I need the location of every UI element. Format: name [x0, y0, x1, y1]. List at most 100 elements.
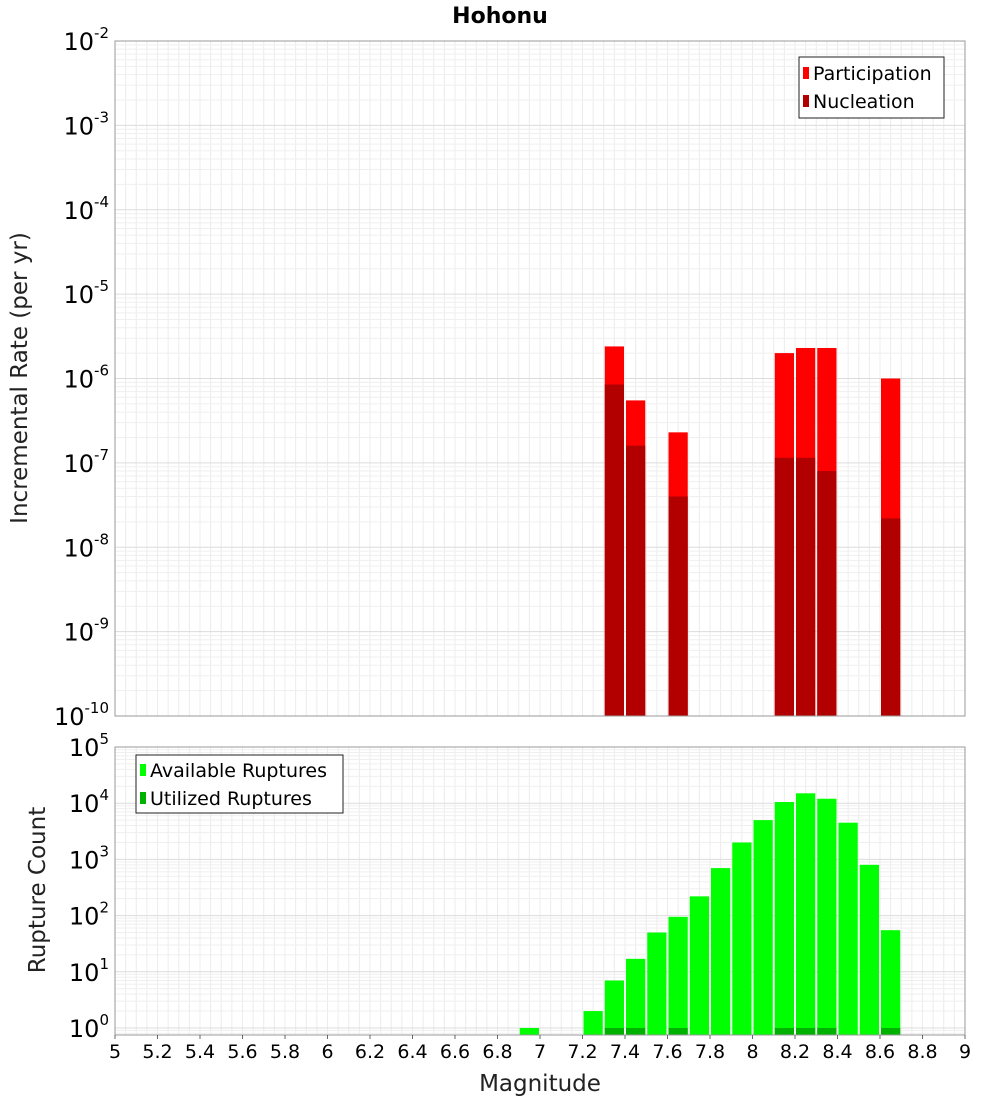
rate-ytick-exp: -7: [94, 446, 109, 464]
legend-label-available: Available Ruptures: [150, 760, 327, 782]
rate-ytick-exp: -9: [94, 615, 109, 633]
rate-ytick-exp: -8: [94, 530, 109, 548]
count-bar-available-ruptures: [604, 980, 624, 1035]
rate-ytick-exp: -6: [94, 362, 109, 380]
rate-plot-border: [114, 40, 966, 717]
count-bar-utilized-ruptures: [668, 1027, 688, 1035]
count-ytick-base: 10: [69, 846, 100, 874]
count-bar-utilized-ruptures: [774, 1027, 794, 1035]
rate-legend-box: [798, 56, 945, 119]
legend-label-participation: Participation: [813, 63, 932, 85]
legend-label-utilized: Utilized Ruptures: [150, 788, 312, 810]
count-ytick-base: 10: [69, 903, 100, 931]
x-tick-label: 6.6: [440, 1041, 470, 1063]
count-bar-available-ruptures: [732, 842, 752, 1035]
rate-bar-nucleation: [626, 445, 646, 716]
rate-bars: [604, 346, 901, 716]
x-tick-label: 9: [959, 1041, 971, 1063]
rate-yticks: 10-210-310-410-510-610-710-810-910-10: [54, 24, 109, 731]
count-bars: [519, 793, 901, 1035]
rate-ytick-base: 10: [63, 534, 94, 562]
legend-label-nucleation: Nucleation: [813, 91, 915, 113]
legend-swatch-utilized: [140, 792, 146, 804]
x-tick-label: 5.2: [142, 1041, 172, 1063]
rate-ytick-label: 10-9: [63, 615, 109, 647]
count-bar-available-ruptures: [668, 916, 688, 1035]
rate-ytick-base: 10: [63, 450, 94, 478]
rate-ytick-base: 10: [63, 366, 94, 394]
x-tick-label: 8.2: [780, 1041, 810, 1063]
x-tick-label: 6.4: [397, 1041, 427, 1063]
count-ytick-base: 10: [69, 959, 100, 987]
count-bar-available-ruptures: [711, 868, 731, 1035]
count-legend-box: [135, 754, 344, 814]
x-tick-label: 8.8: [907, 1041, 937, 1063]
count-bar-available-ruptures: [519, 1027, 539, 1035]
count-ytick-exp: 5: [99, 730, 109, 748]
x-tick-label: 5: [109, 1041, 121, 1063]
count-ytick-base: 10: [69, 1015, 100, 1043]
count-bar-utilized-ruptures: [626, 1027, 646, 1035]
rate-ytick-label: 10-10: [54, 699, 109, 731]
x-tick-label: 7.2: [567, 1041, 597, 1063]
count-ytick-base: 10: [69, 790, 100, 818]
rate-ytick-label: 10-5: [63, 277, 109, 309]
rate-ytick-exp: -3: [94, 108, 109, 126]
count-bar-available-ruptures: [626, 958, 646, 1035]
rate-bar-nucleation: [881, 518, 901, 716]
count-ytick-label: 101: [69, 955, 109, 987]
rate-ytick-exp: -10: [85, 699, 110, 717]
chart-title: Hohonu: [452, 4, 548, 29]
rate-ytick-base: 10: [63, 281, 94, 309]
count-bar-utilized-ruptures: [796, 1027, 816, 1035]
rate-bar-nucleation: [668, 496, 688, 716]
x-tick-label: 8.4: [822, 1041, 852, 1063]
count-bar-available-ruptures: [689, 896, 709, 1035]
rate-ytick-base: 10: [63, 197, 94, 225]
rate-panel: 10-210-310-410-510-610-710-810-910-10 In…: [7, 24, 966, 731]
rate-ytick-label: 10-4: [63, 193, 109, 225]
x-tick-label: 7: [534, 1041, 546, 1063]
rate-bar-nucleation: [774, 457, 794, 716]
count-bar-available-ruptures: [647, 932, 667, 1035]
rate-ytick-base: 10: [63, 112, 94, 140]
rate-grid: [114, 41, 966, 717]
rate-bar-nucleation: [796, 457, 816, 716]
count-ytick-label: 104: [69, 786, 109, 818]
legend-swatch-nucleation: [803, 95, 809, 107]
count-legend: Available Ruptures Utilized Ruptures: [135, 754, 344, 814]
legend-swatch-available: [140, 764, 146, 776]
rate-ytick-exp: -4: [94, 193, 109, 211]
count-bar-available-ruptures: [817, 798, 837, 1035]
count-ytick-exp: 2: [99, 899, 109, 917]
rate-y-axis-label: Incremental Rate (per yr): [7, 232, 33, 524]
rate-ytick-base: 10: [54, 703, 85, 731]
count-bar-utilized-ruptures: [881, 1027, 901, 1035]
rate-bar-nucleation: [604, 384, 624, 716]
count-ytick-exp: 1: [99, 955, 109, 973]
rate-ytick-label: 10-6: [63, 362, 109, 394]
count-xticks: 5 5.2 5.4 5.6 5.8 6 6.2 6.4 6.6 6.8 7 7.2 7.4 7.6 7.8 8…: [109, 1035, 971, 1063]
count-ytick-base: 10: [69, 734, 100, 762]
count-bar-available-ruptures: [881, 930, 901, 1035]
count-bar-available-ruptures: [859, 864, 879, 1035]
count-bar-available-ruptures: [583, 1011, 603, 1035]
count-bar-available-ruptures: [753, 820, 773, 1035]
count-bar-available-ruptures: [796, 793, 816, 1035]
x-axis-label: Magnitude: [479, 1071, 601, 1097]
x-tick-label: 5.8: [270, 1041, 300, 1063]
x-tick-label: 7.6: [652, 1041, 682, 1063]
legend-swatch-participation: [803, 67, 809, 79]
rate-legend: Participation Nucleation: [798, 56, 945, 119]
count-ytick-label: 100: [69, 1011, 109, 1043]
x-tick-label: 6: [321, 1041, 333, 1063]
count-bar-available-ruptures: [838, 822, 858, 1035]
count-ytick-exp: 0: [99, 1011, 109, 1029]
count-ytick-label: 102: [69, 899, 109, 931]
count-ytick-exp: 3: [99, 842, 109, 860]
count-bar-available-ruptures: [774, 802, 794, 1035]
rate-ytick-base: 10: [63, 28, 94, 56]
